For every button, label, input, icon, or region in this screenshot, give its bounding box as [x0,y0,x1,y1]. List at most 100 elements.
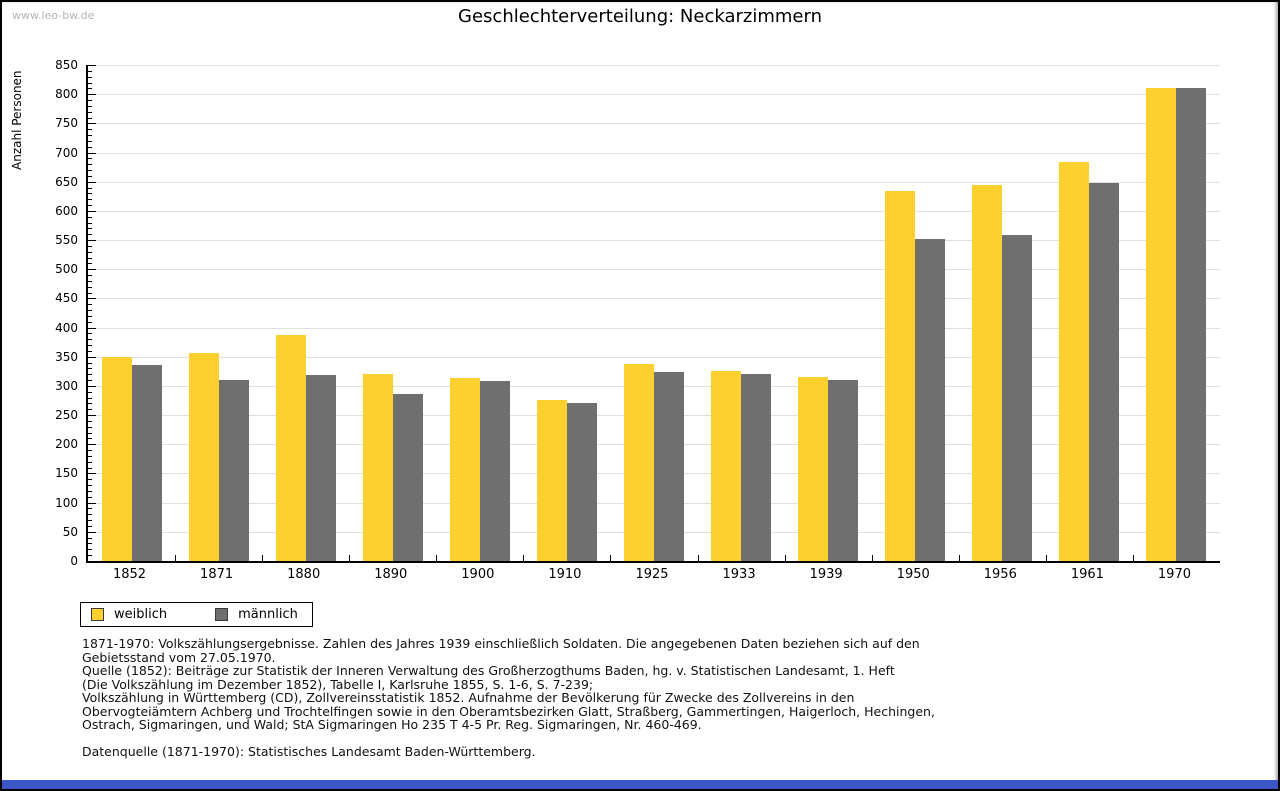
bar-weiblich-1933 [711,370,742,561]
y-tick [88,525,92,527]
bar-männlich-1961 [1089,183,1120,561]
y-tick-label: 800 [55,87,78,102]
bar-weiblich-1900 [449,378,480,561]
y-tick [88,245,92,247]
y-tick [88,391,92,393]
bar-männlich-1933 [741,373,772,561]
y-tick [88,356,96,358]
y-tick [88,397,92,399]
y-tick [88,420,92,422]
y-tick [88,94,96,96]
y-tick [88,199,92,201]
y-tick [88,467,92,469]
y-tick-label: 100 [55,495,78,510]
y-tick [88,111,92,113]
bar-weiblich-1950 [885,191,916,561]
y-tick-label: 700 [55,145,78,160]
y-tick [88,345,92,347]
y-tick [88,234,92,236]
y-tick [88,520,92,522]
y-tick [88,65,96,66]
maennlich-swatch-icon [215,608,229,621]
footnote-line: 1871-1970: Volkszählungsergebnisse. Zahl… [82,636,920,651]
x-tick [1132,555,1134,561]
y-tick [88,146,92,148]
y-tick [88,222,92,224]
y-tick [88,175,92,177]
x-tick-label: 1910 [548,567,582,582]
y-tick-label: 550 [55,233,78,248]
footnotes: 1871-1970: Volkszählungsergebnisse. Zahl… [82,637,1202,732]
y-tick [88,549,92,551]
bar-weiblich-1890 [362,373,393,561]
y-tick [88,263,92,265]
y-tick [88,310,92,312]
x-tick-label: 1852 [112,567,147,582]
y-tick [88,543,92,545]
watermark: www.leo-bw.de [12,9,95,22]
y-tick [88,193,92,195]
bar-männlich-1880 [305,374,336,561]
y-tick-label: 300 [55,378,78,393]
y-tick [88,275,92,277]
y-tick [88,216,92,218]
bar-männlich-1900 [479,380,510,561]
y-tick [88,461,92,463]
y-tick [88,170,92,172]
x-tick-label: 1900 [461,567,495,582]
bottom-strip [2,780,1278,789]
y-tick [88,292,92,294]
y-tick [88,385,96,387]
y-tick [88,210,96,212]
y-tick [88,403,92,405]
gridline [88,269,1220,271]
y-tick [88,473,96,475]
x-tick [175,555,177,561]
y-tick [88,82,92,84]
y-tick [88,514,92,516]
gridline [88,298,1220,300]
x-tick-label: 1970 [1157,567,1191,582]
y-tick [88,415,96,417]
y-tick [88,280,92,282]
y-tick [88,321,92,323]
y-tick-label: 350 [55,349,78,364]
x-tick-label: 1933 [722,567,756,582]
legend: weiblich männlich [80,602,313,627]
x-tick [1045,555,1047,561]
bar-männlich-1910 [566,402,597,561]
y-tick [88,129,92,131]
y-tick [88,105,92,107]
y-tick [88,485,92,487]
y-tick [88,496,92,498]
y-tick [88,117,92,119]
gridline [88,240,1220,242]
datasource-line: Datenquelle (1871-1970): Statistisches L… [82,744,536,759]
gridline [88,181,1220,183]
y-tick [88,123,96,125]
footnote-line: Volkszählung in Württemberg (CD), Zollve… [82,690,855,705]
y-tick-label: 500 [55,262,78,277]
y-tick [88,455,92,457]
bar-weiblich-1925 [624,363,654,561]
y-tick [88,450,92,452]
gridline [88,210,1220,212]
y-tick [88,140,92,142]
bar-männlich-1970 [1176,88,1207,561]
x-tick-label: 1961 [1070,567,1104,582]
x-tick-label: 1871 [200,567,234,582]
y-tick [88,339,92,341]
y-tick [88,76,92,78]
y-tick [88,362,92,364]
y-tick-label: 0 [70,554,78,568]
y-tick [88,555,92,557]
y-tick [88,438,92,440]
y-tick [88,135,92,137]
bar-männlich-1852 [131,364,162,561]
footnote-line: (Die Volkszählung im Dezember 1852), Tab… [82,676,594,692]
bar-weiblich-1871 [188,352,219,561]
y-tick-label: 600 [55,203,78,218]
bar-weiblich-1910 [536,399,567,561]
bar-männlich-1890 [392,394,423,561]
y-tick-label: 400 [55,320,78,335]
